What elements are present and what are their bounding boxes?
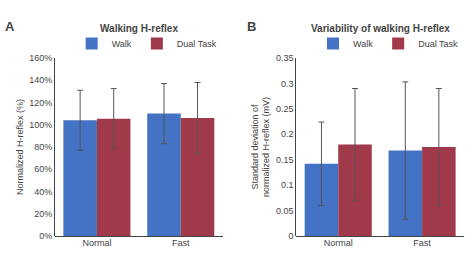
svg-text:Dual Task: Dual Task bbox=[418, 39, 458, 49]
svg-text:20%: 20% bbox=[34, 209, 52, 219]
svg-text:100%: 100% bbox=[29, 120, 52, 130]
svg-text:Normal: Normal bbox=[324, 238, 353, 248]
svg-text:0.35: 0.35 bbox=[276, 53, 294, 63]
svg-text:Normal: Normal bbox=[82, 238, 111, 248]
svg-text:Standard deviation ofnormalize: Standard deviation ofnormalized H-reflex… bbox=[250, 97, 272, 197]
svg-text:0.25: 0.25 bbox=[276, 104, 294, 114]
svg-text:Walk: Walk bbox=[112, 39, 132, 49]
svg-text:0.2: 0.2 bbox=[281, 129, 294, 139]
svg-text:Fast: Fast bbox=[172, 238, 190, 248]
svg-text:0.3: 0.3 bbox=[281, 79, 294, 89]
svg-text:0%: 0% bbox=[39, 231, 52, 241]
svg-text:140%: 140% bbox=[29, 75, 52, 85]
svg-text:Normalized H-reflex (%): Normalized H-reflex (%) bbox=[15, 99, 25, 195]
svg-text:0.1: 0.1 bbox=[281, 180, 294, 190]
svg-text:Dual Task: Dual Task bbox=[177, 39, 217, 49]
svg-text:Variability of walking H-refle: Variability of walking H-reflex bbox=[311, 23, 450, 34]
svg-text:0: 0 bbox=[288, 231, 293, 241]
svg-text:40%: 40% bbox=[34, 187, 52, 197]
svg-text:Walking H-reflex: Walking H-reflex bbox=[100, 23, 178, 34]
svg-text:60%: 60% bbox=[34, 164, 52, 174]
svg-text:Fast: Fast bbox=[413, 238, 431, 248]
svg-text:0.05: 0.05 bbox=[276, 206, 294, 216]
svg-text:Walk: Walk bbox=[353, 39, 373, 49]
svg-text:A: A bbox=[5, 19, 15, 34]
svg-text:B: B bbox=[247, 19, 256, 34]
svg-text:0.15: 0.15 bbox=[276, 155, 294, 165]
svg-text:80%: 80% bbox=[34, 142, 52, 152]
svg-text:120%: 120% bbox=[29, 98, 52, 108]
svg-text:160%: 160% bbox=[29, 53, 52, 63]
